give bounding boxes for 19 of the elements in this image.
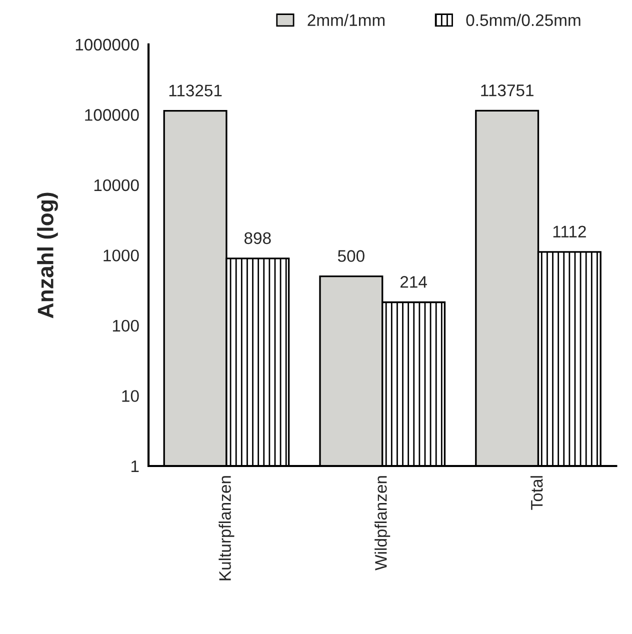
- y-tick-label: 1: [131, 460, 139, 472]
- y-tick-label: 100000: [85, 109, 139, 121]
- data-label: 214: [400, 276, 427, 288]
- data-label: 898: [244, 232, 271, 244]
- data-label: 113751: [481, 84, 534, 96]
- y-tick-label: 10000: [94, 179, 139, 192]
- y-tick-label: 1000000: [76, 38, 139, 51]
- data-label: 113251: [169, 84, 222, 96]
- y-tick-label: 100: [112, 320, 139, 332]
- data-label: 500: [338, 250, 364, 262]
- legend-label: 2mm/1mm: [308, 14, 384, 26]
- y-axis-title: Anzahl (log): [37, 192, 58, 318]
- data-label: 1112: [553, 226, 586, 238]
- x-tick-label: Kulturpflanzen: [218, 476, 234, 580]
- x-tick-label: Wildpflanzen: [374, 476, 390, 570]
- y-tick-label: 10: [122, 390, 139, 402]
- x-tick-label: Total: [530, 476, 543, 510]
- legend-label: 0.5mm/0.25mm: [466, 14, 580, 26]
- y-tick-label: 1000: [104, 250, 139, 262]
